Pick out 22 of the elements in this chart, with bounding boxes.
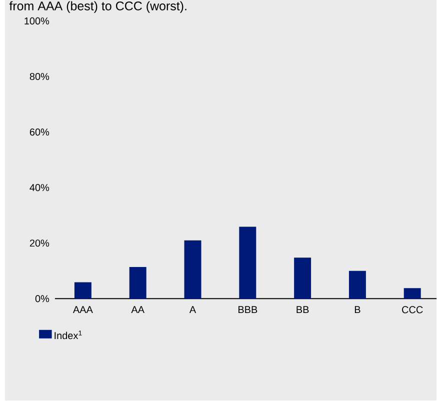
- y-tick-label: 100%: [24, 18, 50, 25]
- bar: [404, 288, 421, 299]
- legend-label: Index$^{1}$: [54, 330, 82, 340]
- x-tick-label: CCC: [402, 306, 423, 314]
- bar: [74, 282, 92, 299]
- y-tick-label: 60%: [30, 128, 50, 136]
- y-tick-label: 80%: [30, 73, 50, 80]
- chart-subtitle: from AAA (best) to CCC (worst).: [9, 1, 186, 14]
- bar: [348, 271, 366, 299]
- y-tick-label: 0%: [35, 295, 50, 302]
- x-tick-label: B: [354, 306, 360, 314]
- x-tick-label: AA: [131, 306, 144, 314]
- x-tick-label: AAA: [72, 306, 93, 314]
- y-tick-label: 20%: [30, 240, 50, 247]
- x-tick-label: A: [189, 306, 196, 314]
- bar: [239, 226, 256, 299]
- bar: [184, 240, 202, 299]
- x-tick-label: BB: [296, 306, 309, 314]
- bar: [294, 258, 312, 299]
- x-tick-label: BBB: [238, 306, 258, 314]
- y-tick-label: 40%: [30, 184, 50, 192]
- bar: [129, 267, 146, 299]
